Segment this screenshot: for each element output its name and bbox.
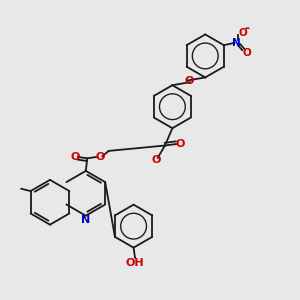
Text: O: O (184, 76, 194, 86)
Text: OH: OH (126, 258, 144, 268)
Text: O: O (176, 139, 185, 149)
Text: O: O (95, 152, 104, 162)
Text: O: O (238, 28, 247, 38)
Text: N: N (81, 214, 90, 225)
Text: -: - (244, 22, 249, 35)
Text: N: N (232, 38, 241, 48)
Text: O: O (151, 155, 161, 165)
Text: O: O (70, 152, 80, 162)
Text: O: O (242, 48, 251, 58)
